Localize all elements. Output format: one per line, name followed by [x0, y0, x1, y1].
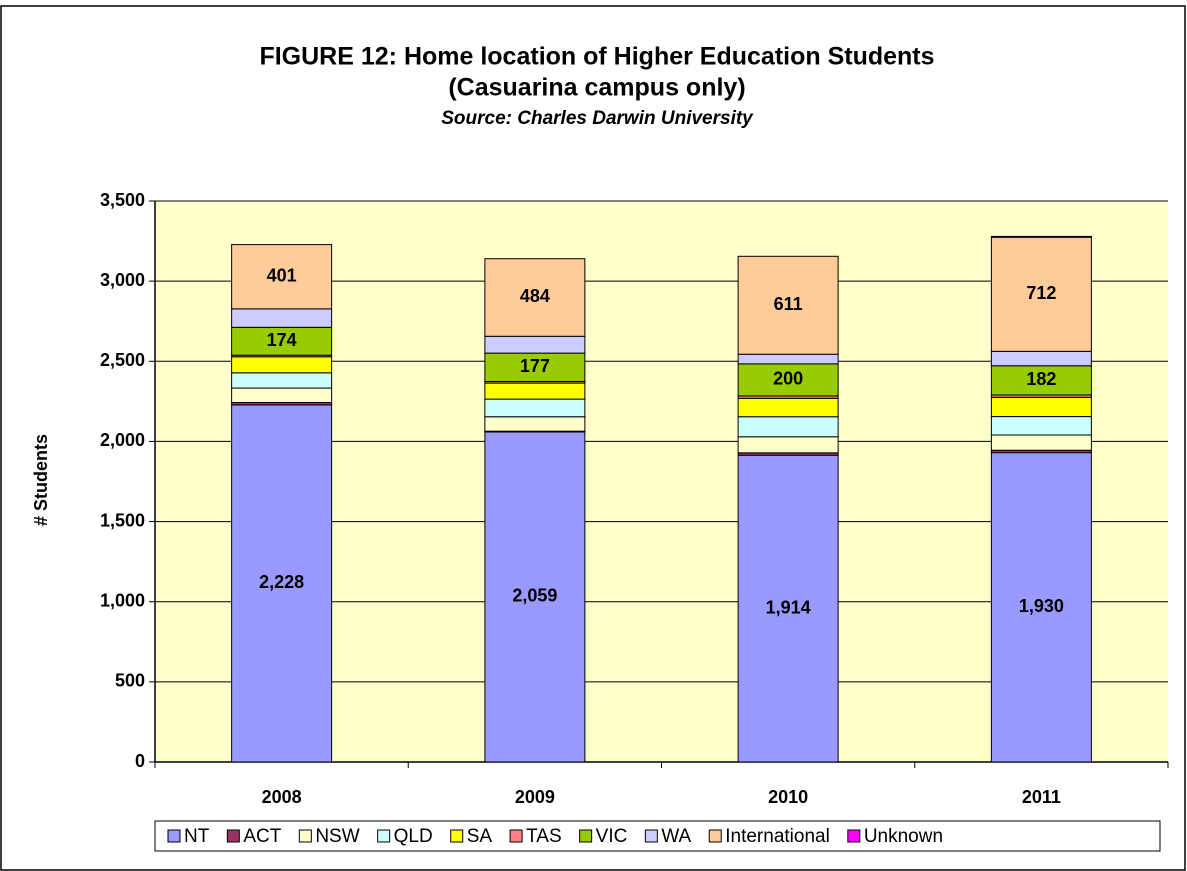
legend-label: NSW	[315, 826, 359, 847]
bar-segment	[484, 258, 586, 337]
data-label: 401	[267, 265, 297, 285]
data-label: 2,228	[259, 572, 304, 592]
y-tick-label: 3,500	[100, 190, 145, 210]
bar-segment	[990, 235, 1092, 238]
x-tick-label: 2011	[1022, 787, 1061, 807]
legend-swatch	[377, 829, 391, 843]
bar-segment	[990, 452, 1092, 763]
legend-label: Unknown	[864, 826, 943, 847]
bar-segment	[737, 416, 839, 438]
data-label: 712	[1026, 283, 1056, 303]
bar-segment	[484, 398, 586, 418]
bar-segment	[484, 431, 586, 763]
y-axis-label: # Students	[31, 434, 51, 526]
bar-segment	[484, 416, 586, 432]
y-tick-label: 1,000	[100, 590, 145, 610]
legend-label: NT	[184, 826, 210, 847]
legend-label: WA	[661, 826, 691, 847]
bar-segment	[737, 436, 839, 454]
data-label: 177	[520, 356, 550, 376]
bar-segment	[484, 352, 586, 382]
bar-segment	[990, 236, 1092, 352]
y-tick-label: 2,500	[100, 350, 145, 370]
data-label: 2,059	[512, 586, 557, 606]
legend-swatch	[847, 829, 861, 843]
bar-segment	[484, 335, 586, 354]
bar-segment	[231, 404, 333, 763]
legend-label: ACT	[243, 826, 281, 847]
chart-title: FIGURE 12: Home location of Higher Educa…	[259, 43, 934, 71]
bar-segment	[990, 365, 1092, 396]
bar-segment	[990, 350, 1092, 367]
bar-segment	[737, 353, 839, 365]
y-tick-label: 3,000	[100, 270, 145, 290]
bar-segment	[484, 382, 586, 400]
legend-swatch	[167, 829, 181, 843]
y-tick-label: 2,000	[100, 430, 145, 450]
bar-segment	[990, 416, 1092, 436]
data-label: 182	[1026, 369, 1056, 389]
y-tick-label: 1,500	[100, 510, 145, 530]
bar-segment	[737, 255, 839, 355]
y-tick-label: 0	[135, 751, 145, 771]
bar-segment	[231, 308, 333, 328]
legend-label: QLD	[394, 826, 433, 847]
legend-label: VIC	[596, 826, 628, 847]
legend-swatch	[579, 829, 593, 843]
data-label: 174	[267, 330, 297, 350]
legend-swatch	[644, 829, 658, 843]
legend-label: SA	[467, 826, 493, 847]
data-label: 484	[520, 286, 550, 306]
bar-segment	[231, 244, 333, 310]
bar-segment	[990, 396, 1092, 418]
legend-swatch	[226, 829, 240, 843]
bar-segment	[737, 454, 839, 763]
x-tick-label: 2009	[515, 787, 555, 807]
legend-label: International	[725, 826, 830, 847]
legend-swatch	[298, 829, 312, 843]
bar-segment	[737, 397, 839, 418]
data-label: 1,914	[766, 597, 811, 617]
legend-swatch	[708, 829, 722, 843]
x-tick-label: 2010	[768, 787, 808, 807]
chart-subtitle: Source: Charles Darwin University	[441, 108, 754, 129]
chart-title-line2: (Casuarina campus only)	[448, 74, 745, 102]
legend-swatch	[509, 829, 523, 843]
y-tick-label: 500	[115, 671, 145, 691]
legend-swatch	[450, 829, 464, 843]
bar-segment	[990, 434, 1092, 451]
bar-segment	[231, 372, 333, 389]
bar-segment	[231, 387, 333, 403]
x-tick-label: 2008	[262, 787, 302, 807]
bar-segment	[737, 363, 839, 397]
legend-label: TAS	[526, 826, 562, 847]
data-label: 611	[774, 294, 803, 314]
bar-segment	[231, 356, 333, 374]
data-label: 200	[773, 369, 803, 389]
data-label: 1,930	[1019, 596, 1064, 616]
